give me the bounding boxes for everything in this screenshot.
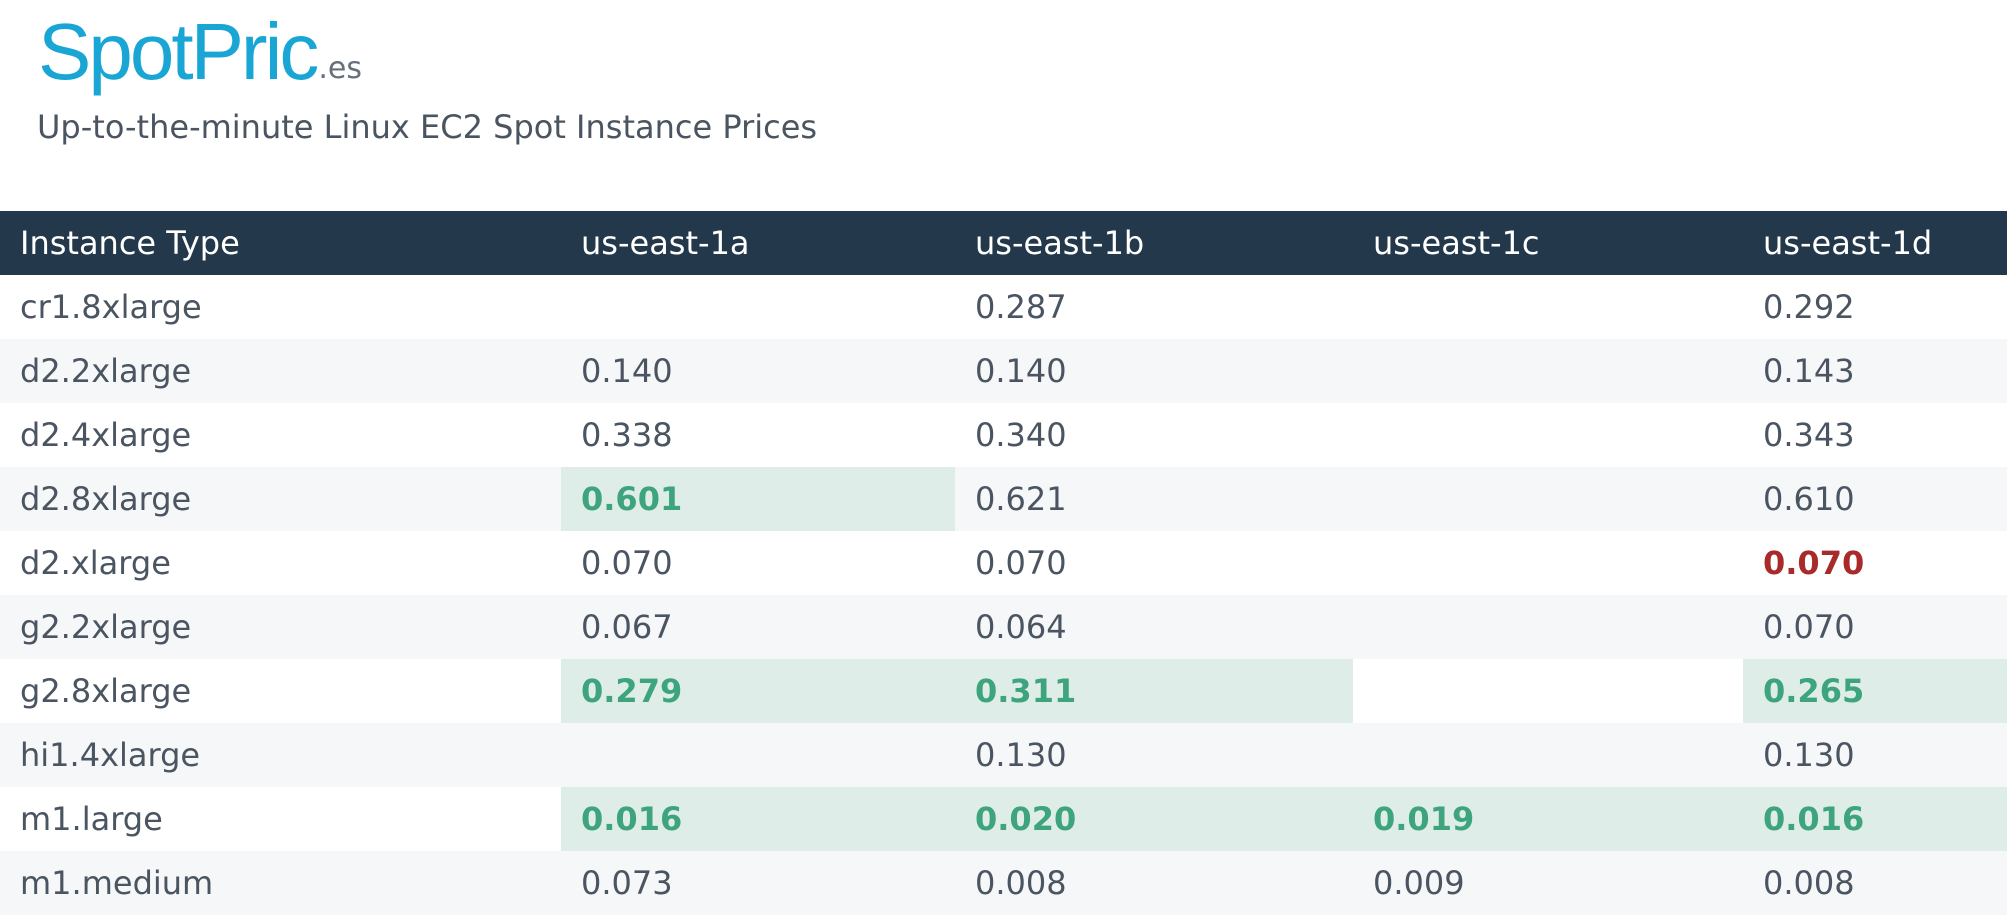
price-cell: 0.140 bbox=[581, 352, 673, 390]
price-cell: 0.070 bbox=[581, 544, 673, 582]
price-cell: 0.610 bbox=[1763, 480, 1855, 518]
price-cell: 0.130 bbox=[975, 736, 1067, 774]
price-cell bbox=[1353, 467, 1743, 531]
price-cell: 0.073 bbox=[581, 864, 673, 902]
price-cell bbox=[1353, 659, 1743, 723]
instance-type-cell: m1.large bbox=[20, 800, 163, 838]
price-cell bbox=[1353, 403, 1743, 467]
instance-type-cell: g2.8xlarge bbox=[20, 672, 192, 710]
page-tagline: Up-to-the-minute Linux EC2 Spot Instance… bbox=[37, 108, 818, 146]
price-cell: 0.338 bbox=[581, 416, 673, 454]
price-cell: 0.340 bbox=[975, 416, 1067, 454]
price-cell: 0.621 bbox=[975, 480, 1067, 518]
table-header-row: Instance Type us-east-1a us-east-1b us-e… bbox=[0, 211, 2007, 275]
column-header-us-east-1b[interactable]: us-east-1b bbox=[975, 224, 1145, 262]
price-cell bbox=[1353, 595, 1743, 659]
column-header-us-east-1c[interactable]: us-east-1c bbox=[1373, 224, 1540, 262]
instance-type-cell: g2.2xlarge bbox=[20, 608, 192, 646]
price-cell: 0.601 bbox=[561, 467, 955, 531]
price-cell: 0.019 bbox=[1353, 787, 1743, 851]
price-cell: 0.287 bbox=[975, 288, 1067, 326]
column-header-instance-type[interactable]: Instance Type bbox=[20, 224, 240, 262]
logo-wordmark: SpotPric bbox=[38, 7, 319, 96]
instance-type-cell: d2.xlarge bbox=[20, 544, 171, 582]
price-cell: 0.016 bbox=[1743, 787, 2007, 851]
price-cell bbox=[561, 723, 955, 787]
price-cell: 0.067 bbox=[581, 608, 673, 646]
instance-type-cell: m1.medium bbox=[20, 864, 214, 902]
table-body: cr1.8xlarge 0.287 0.292 d2.2xlarge 0.140 0.14… bbox=[0, 275, 2007, 915]
price-cell: 0.143 bbox=[1763, 352, 1855, 390]
column-header-us-east-1a[interactable]: us-east-1a bbox=[581, 224, 750, 262]
table-row: hi1.4xlarge 0.130 0.130 bbox=[0, 723, 2007, 787]
instance-type-cell: hi1.4xlarge bbox=[20, 736, 201, 774]
price-cell: 0.008 bbox=[1763, 864, 1855, 902]
price-cell: 0.279 bbox=[561, 659, 955, 723]
price-cell bbox=[1353, 339, 1743, 403]
price-cell: 0.311 bbox=[955, 659, 1353, 723]
spot-price-table: Instance Type us-east-1a us-east-1b us-e… bbox=[0, 211, 2007, 915]
price-cell: 0.265 bbox=[1743, 659, 2007, 723]
table-row: g2.8xlarge 0.279 0.311 0.265 bbox=[0, 659, 2007, 723]
instance-type-cell: d2.2xlarge bbox=[20, 352, 192, 390]
price-cell: 0.292 bbox=[1763, 288, 1855, 326]
table-row: m1.medium 0.073 0.008 0.009 0.008 bbox=[0, 851, 2007, 915]
price-cell bbox=[1353, 723, 1743, 787]
price-cell: 0.064 bbox=[975, 608, 1067, 646]
column-header-us-east-1d[interactable]: us-east-1d bbox=[1763, 224, 1933, 262]
price-cell: 0.016 bbox=[561, 787, 955, 851]
price-cell: 0.070 bbox=[1763, 544, 1865, 582]
price-cell: 0.130 bbox=[1763, 736, 1855, 774]
price-cell bbox=[1353, 531, 1743, 595]
table-row: m1.large 0.016 0.020 0.019 0.016 bbox=[0, 787, 2007, 851]
instance-type-cell: d2.8xlarge bbox=[20, 480, 192, 518]
price-cell: 0.009 bbox=[1373, 864, 1465, 902]
instance-type-cell: cr1.8xlarge bbox=[20, 288, 202, 326]
table-row: d2.4xlarge 0.338 0.340 0.343 bbox=[0, 403, 2007, 467]
instance-type-cell: d2.4xlarge bbox=[20, 416, 192, 454]
price-cell: 0.008 bbox=[975, 864, 1067, 902]
logo-tld: .es bbox=[318, 51, 362, 86]
table-row: d2.8xlarge 0.601 0.621 0.610 bbox=[0, 467, 2007, 531]
price-cell: 0.070 bbox=[1763, 608, 1855, 646]
price-cell: 0.343 bbox=[1763, 416, 1855, 454]
price-cell: 0.070 bbox=[975, 544, 1067, 582]
table-row: cr1.8xlarge 0.287 0.292 bbox=[0, 275, 2007, 339]
price-cell: 0.020 bbox=[955, 787, 1353, 851]
table-row: d2.xlarge 0.070 0.070 0.070 bbox=[0, 531, 2007, 595]
price-cell: 0.140 bbox=[975, 352, 1067, 390]
site-logo[interactable]: SpotPric .es bbox=[38, 6, 362, 98]
price-cell bbox=[1353, 275, 1743, 339]
table-row: g2.2xlarge 0.067 0.064 0.070 bbox=[0, 595, 2007, 659]
price-cell bbox=[561, 275, 955, 339]
table-row: d2.2xlarge 0.140 0.140 0.143 bbox=[0, 339, 2007, 403]
